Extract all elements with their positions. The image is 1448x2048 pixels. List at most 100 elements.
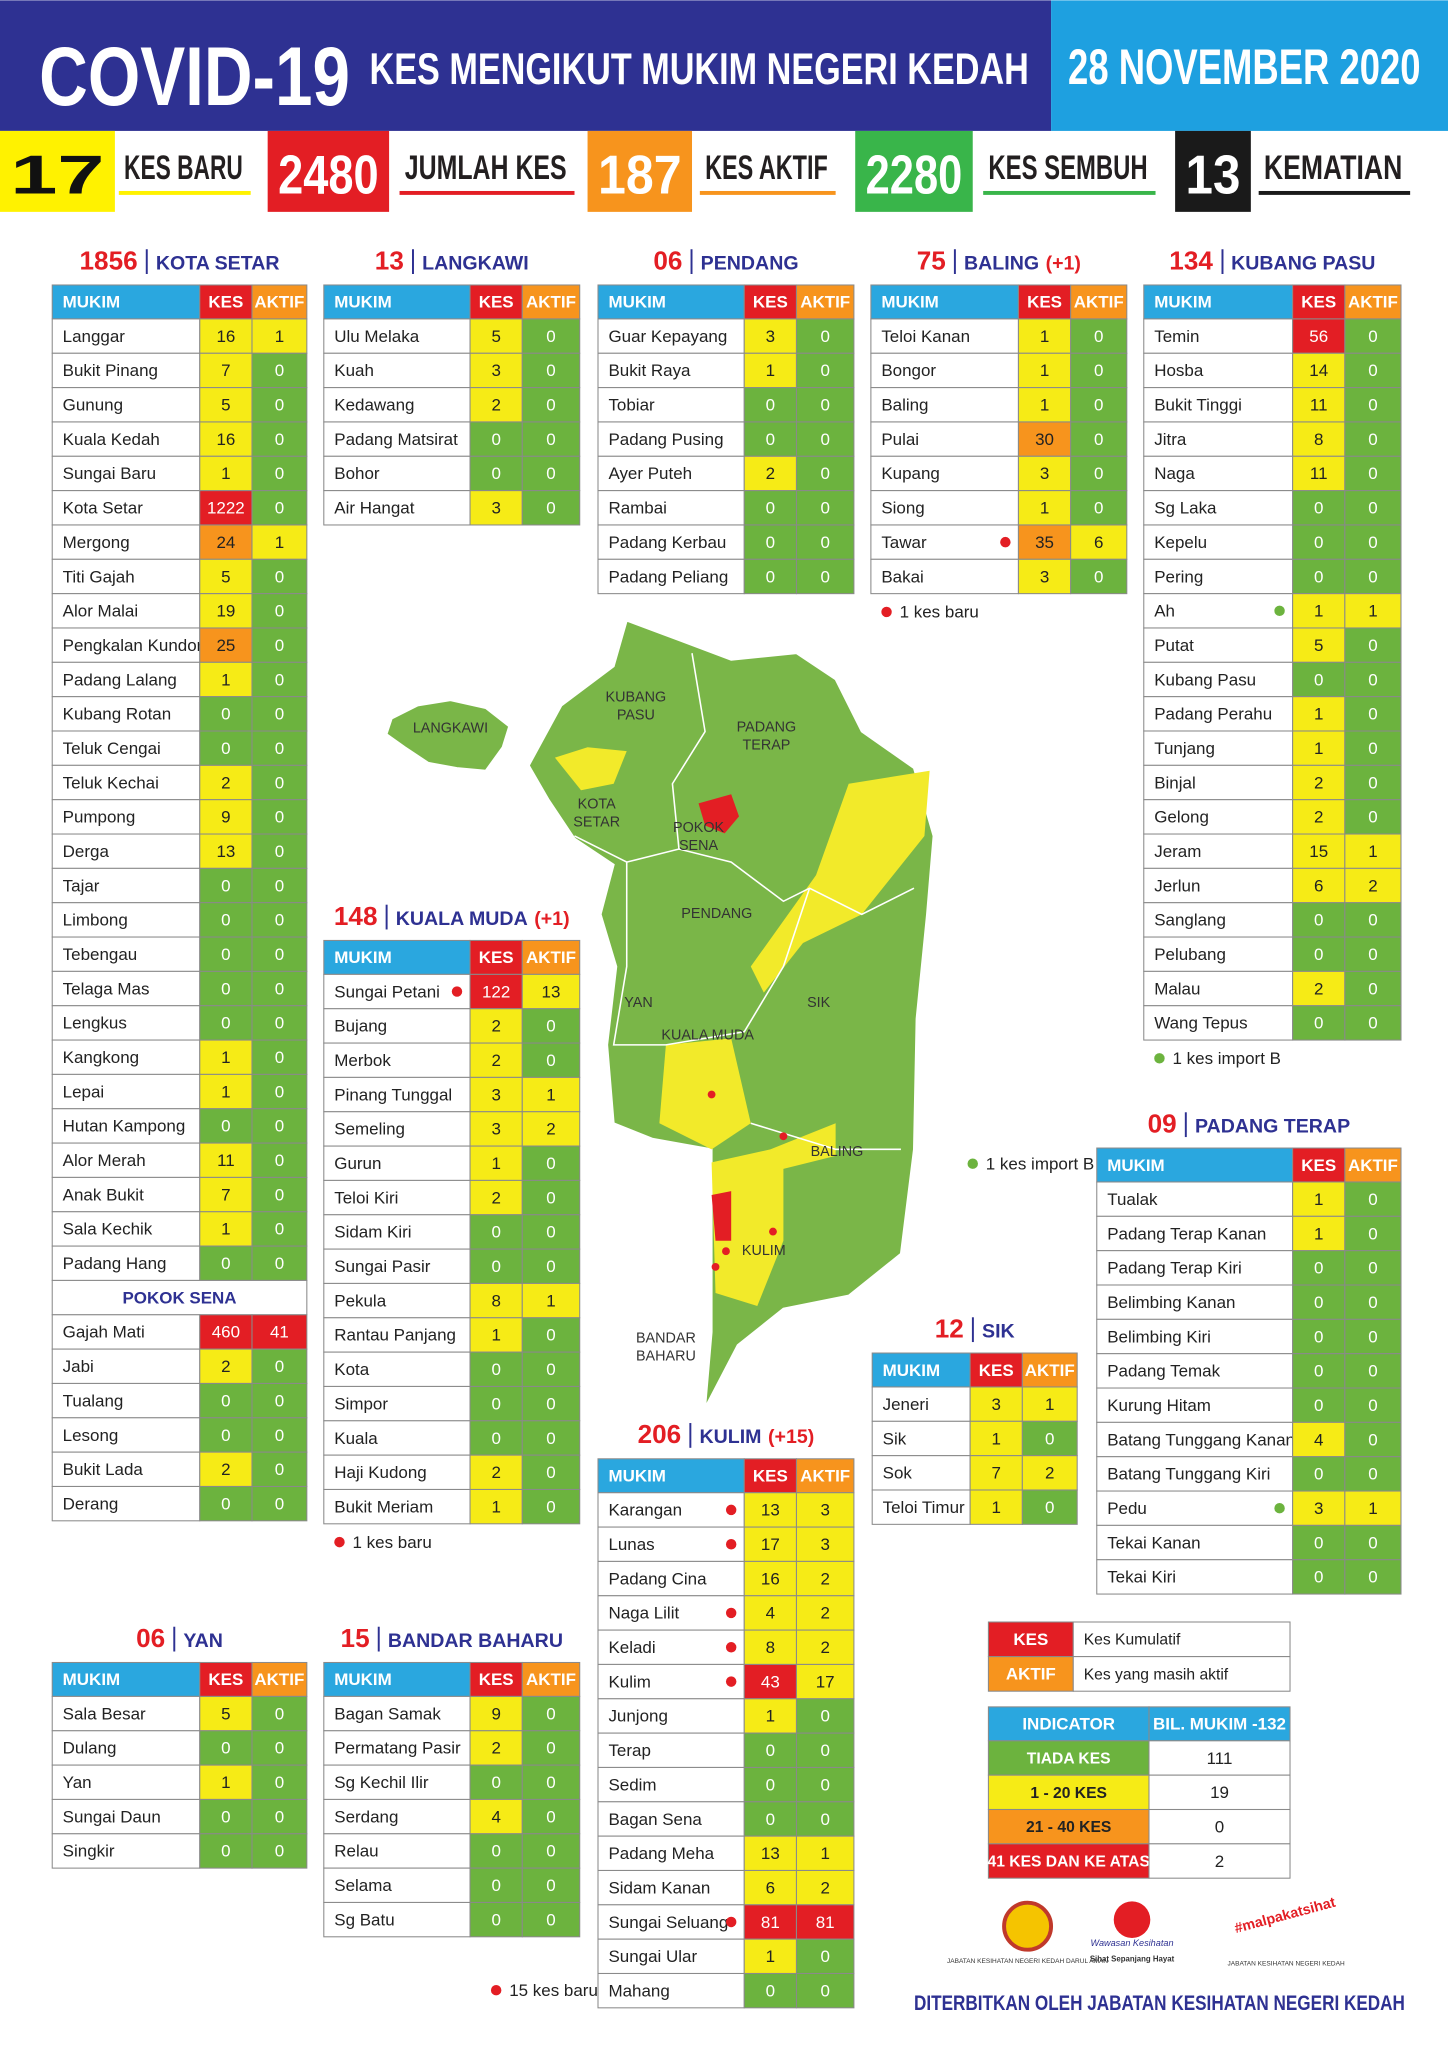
kes-value: 7 — [221, 361, 230, 380]
kes-value: 8 — [1314, 430, 1323, 449]
kes-value: 0 — [766, 1981, 775, 2000]
kes-value: 4 — [491, 1807, 500, 1826]
kes-value-cell — [469, 1420, 523, 1456]
kes-value-cell — [199, 1142, 253, 1178]
summary-label: KES SEMBUH — [988, 149, 1147, 187]
aktif-value-cell — [521, 421, 581, 457]
kes-value: 0 — [221, 1014, 230, 1033]
kes-value: 2 — [1314, 773, 1323, 792]
aktif-value-cell — [1344, 1005, 1402, 1041]
kes-value: 1 — [1040, 361, 1049, 380]
aktif-value: 0 — [1368, 1568, 1377, 1587]
mukim-name: Teluk Kechai — [63, 773, 159, 792]
aktif-value: 0 — [275, 739, 284, 758]
kes-value: 8 — [766, 1638, 775, 1657]
district-title: 75 BALING (+1) — [917, 245, 1081, 275]
aktif-value: 2 — [820, 1878, 829, 1897]
mukim-name: Lengkus — [63, 1014, 127, 1033]
aktif-value-cell — [251, 936, 308, 972]
mukim-name: Serdang — [334, 1807, 398, 1826]
kes-value-cell — [1017, 421, 1072, 457]
mukim-name-cell — [1143, 558, 1294, 595]
kes-value: 11 — [217, 1151, 235, 1170]
mukim-name: Bukit Pinang — [63, 361, 158, 380]
mukim-name-cell — [597, 1869, 745, 1906]
aktif-value: 0 — [275, 842, 284, 861]
aktif-value-cell — [795, 1869, 855, 1906]
aktif-value: 2 — [1045, 1464, 1054, 1483]
aktif-value: 0 — [275, 1014, 284, 1033]
kes-value: 8 — [491, 1291, 500, 1310]
mukim-name-cell — [597, 1492, 745, 1528]
aktif-value-cell — [521, 387, 581, 423]
column-header: MUKIM — [881, 293, 939, 312]
mukim-name: Padang Hang — [63, 1254, 167, 1273]
kes-value: 0 — [221, 1739, 230, 1758]
kes-value: 0 — [766, 1810, 775, 1829]
logo — [1113, 1901, 1151, 1938]
kes-value-cell — [1292, 764, 1346, 801]
kes-value: 0 — [221, 1807, 230, 1826]
mukim-name-cell — [597, 1595, 745, 1631]
mukim-name: Bongor — [881, 361, 936, 380]
aktif-value: 0 — [275, 1842, 284, 1861]
mukim-name: Sungai Baru — [63, 464, 156, 483]
new-case-dot — [725, 1642, 737, 1653]
aktif-value-cell — [521, 318, 581, 354]
aktif-value: 1 — [1368, 1499, 1377, 1518]
aktif-value: 1 — [275, 533, 284, 552]
map-area — [659, 1038, 751, 1150]
indicator-count-cell — [1148, 1740, 1291, 1776]
mukim-name-cell — [1096, 1353, 1294, 1389]
aktif-value: 0 — [1368, 533, 1377, 552]
note: 1 kes import B — [986, 1154, 1094, 1173]
aktif-value: 2 — [1368, 876, 1377, 895]
kes-value-cell — [469, 1901, 523, 1938]
summary-box — [587, 130, 693, 212]
aktif-value: 0 — [1368, 1259, 1377, 1278]
aktif-value: 0 — [546, 327, 555, 346]
header-band — [0, 0, 1052, 131]
district-name: KULIM — [699, 1426, 761, 1448]
kes-value: 1 — [491, 1497, 500, 1516]
logo-text: #malpakatsihat — [1233, 1895, 1338, 1937]
mukim-name: Pelubang — [1154, 945, 1226, 964]
aktif-value-cell — [795, 1492, 855, 1528]
mukim-name: Padang Terap Kiri — [1107, 1259, 1242, 1278]
summary-box — [267, 130, 390, 212]
mukim-name-cell — [597, 387, 745, 423]
column-header-cell — [51, 284, 201, 320]
mukim-name: Kedawang — [334, 396, 414, 415]
district-new: (+1) — [1046, 252, 1081, 274]
column-header: MUKIM — [334, 1670, 392, 1689]
aktif-value: 0 — [1094, 396, 1103, 415]
new-case-dot — [1274, 1502, 1285, 1514]
map-boundary — [671, 653, 706, 850]
kes-value: 13 — [761, 1844, 780, 1863]
mukim-name-cell — [323, 1730, 471, 1766]
mukim-name: Pumpong — [63, 808, 136, 827]
aktif-value-cell — [1070, 455, 1128, 492]
mukim-name: Kurung Hitam — [1107, 1396, 1211, 1415]
kes-value: 0 — [1314, 567, 1323, 586]
mukim-name: Yan — [63, 1773, 92, 1792]
aktif-value: 0 — [820, 1810, 829, 1829]
kes-value-cell — [743, 1801, 797, 1837]
kes-value: 2 — [1314, 808, 1323, 827]
aktif-value-cell — [1344, 627, 1402, 663]
map-case-dot — [711, 1262, 720, 1271]
aktif-value: 0 — [275, 1220, 284, 1239]
mukim-name-cell — [323, 1008, 471, 1044]
column-header-cell — [1292, 1147, 1346, 1183]
aktif-value-cell — [251, 1764, 308, 1800]
aktif-value-cell — [251, 387, 308, 423]
column-header: MUKIM — [334, 293, 392, 312]
mukim-name: Telaga Mas — [63, 979, 150, 998]
kes-value-cell — [199, 1314, 253, 1350]
kes-value-cell — [969, 1455, 1023, 1491]
mukim-name: Derga — [63, 842, 110, 861]
aktif-value-cell — [1021, 1489, 1078, 1525]
kes-value: 1 — [221, 1773, 230, 1792]
aktif-value: 0 — [546, 1257, 555, 1276]
kes-value-cell — [743, 558, 797, 595]
